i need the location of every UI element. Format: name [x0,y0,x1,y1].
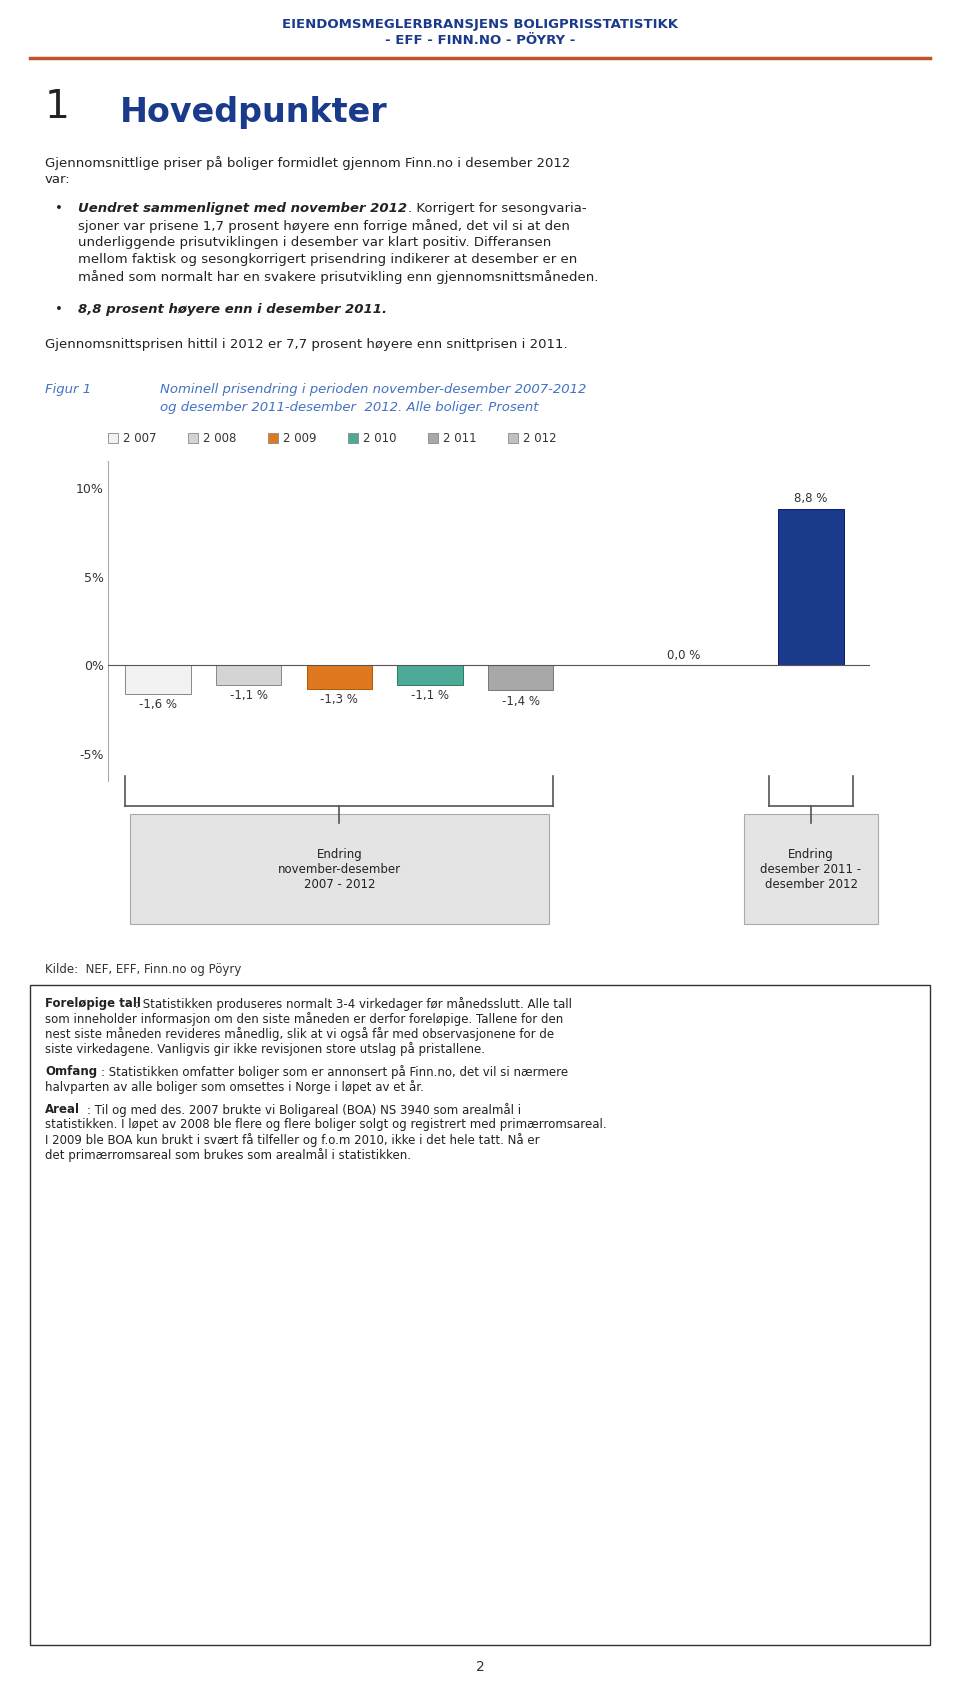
Text: halvparten av alle boliger som omsettes i Norge i løpet av et år.: halvparten av alle boliger som omsettes … [45,1080,424,1093]
Bar [306,665,372,688]
Text: : Til og med des. 2007 brukte vi Boligareal (BOA) NS 3940 som arealmål i: : Til og med des. 2007 brukte vi Boligar… [87,1103,521,1117]
Text: Nominell prisendring i perioden november-desember 2007-2012: Nominell prisendring i perioden november… [160,383,587,396]
Text: 2 008: 2 008 [203,432,236,444]
Text: statistikken. I løpet av 2008 ble flere og flere boliger solgt og registrert med: statistikken. I løpet av 2008 ble flere … [45,1118,607,1130]
Text: Endring
november-desember
2007 - 2012: Endring november-desember 2007 - 2012 [277,849,401,891]
Bar [216,665,281,685]
Text: Areal: Areal [45,1103,80,1117]
Text: Kilde:  NEF, EFF, Finn.no og Pöyry: Kilde: NEF, EFF, Finn.no og Pöyry [45,963,241,977]
Text: -1,4 %: -1,4 % [502,695,540,709]
Text: mellom faktisk og sesongkorrigert prisendring indikerer at desember er en: mellom faktisk og sesongkorrigert prisen… [78,253,577,267]
Text: var:: var: [45,174,71,186]
Text: -1,3 %: -1,3 % [321,693,358,705]
Text: måned som normalt har en svakere prisutvikling enn gjennomsnittsmåneden.: måned som normalt har en svakere prisutv… [78,270,598,283]
Bar [125,665,190,693]
Text: 8,8 %: 8,8 % [794,493,828,506]
Text: Gjennomsnittsprisen hittil i 2012 er 7,7 prosent høyere enn snittprisen i 2011.: Gjennomsnittsprisen hittil i 2012 er 7,7… [45,337,567,351]
Text: Foreløpige tall: Foreløpige tall [45,997,141,1011]
Text: Endring
desember 2011 -
desember 2012: Endring desember 2011 - desember 2012 [760,849,861,891]
Text: som inneholder informasjon om den siste måneden er derfor foreløpige. Tallene fo: som inneholder informasjon om den siste … [45,1012,564,1026]
Text: Figur 1: Figur 1 [45,383,91,396]
Text: 2 011: 2 011 [443,432,476,444]
Text: det primærromsareal som brukes som arealmål i statistikken.: det primærromsareal som brukes som areal… [45,1147,411,1162]
Text: nest siste måneden revideres månedlig, slik at vi også får med observasjonene fo: nest siste måneden revideres månedlig, s… [45,1027,554,1041]
Text: •: • [55,202,62,214]
Text: EIENDOMSMEGLERBRANSJENS BOLIGPRISSTATISTIKK: EIENDOMSMEGLERBRANSJENS BOLIGPRISSTATIST… [282,19,678,30]
Text: Uendret sammenlignet med november 2012: Uendret sammenlignet med november 2012 [78,202,407,214]
Text: Gjennomsnittlige priser på boliger formidlet gjennom Finn.no i desember 2012: Gjennomsnittlige priser på boliger formi… [45,155,570,170]
Bar [488,665,553,690]
Text: : Statistikken omfatter boliger som er annonsert på Finn.no, det vil si nærmere: : Statistikken omfatter boliger som er a… [101,1064,568,1080]
Bar [397,665,463,685]
Text: -1,6 %: -1,6 % [139,698,177,712]
Text: -1,1 %: -1,1 % [229,690,268,702]
Text: 1: 1 [45,88,70,127]
Text: 2 007: 2 007 [123,432,156,444]
Text: siste virkedagene. Vanligvis gir ikke revisjonen store utslag på pristallene.: siste virkedagene. Vanligvis gir ikke re… [45,1043,485,1056]
Text: 8,8 prosent høyere enn i desember 2011.: 8,8 prosent høyere enn i desember 2011. [78,304,387,315]
Text: I 2009 ble BOA kun brukt i svært få tilfeller og f.o.m 2010, ikke i det hele tat: I 2009 ble BOA kun brukt i svært få tilf… [45,1134,540,1147]
Text: -1,1 %: -1,1 % [411,690,449,702]
Text: 0,0 %: 0,0 % [667,649,701,661]
Text: 2 009: 2 009 [283,432,317,444]
Text: - EFF - FINN.NO - PÖYRY -: - EFF - FINN.NO - PÖYRY - [385,34,575,47]
Text: 2 010: 2 010 [363,432,396,444]
Text: •: • [55,304,62,315]
Text: : Statistikken produseres normalt 3-4 virkedager før månedsslutt. Alle tall: : Statistikken produseres normalt 3-4 vi… [135,997,572,1011]
Text: underliggende prisutviklingen i desember var klart positiv. Differansen: underliggende prisutviklingen i desember… [78,236,551,250]
Text: og desember 2011-desember  2012. Alle boliger. Prosent: og desember 2011-desember 2012. Alle bol… [160,402,539,413]
Bar [779,509,844,665]
Text: 2 012: 2 012 [523,432,557,444]
Text: Omfang: Omfang [45,1064,97,1078]
Text: Hovedpunkter: Hovedpunkter [120,96,388,128]
Text: sjoner var prisene 1,7 prosent høyere enn forrige måned, det vil si at den: sjoner var prisene 1,7 prosent høyere en… [78,219,570,233]
Text: 2: 2 [475,1660,485,1674]
Text: . Korrigert for sesongvaria-: . Korrigert for sesongvaria- [408,202,587,214]
